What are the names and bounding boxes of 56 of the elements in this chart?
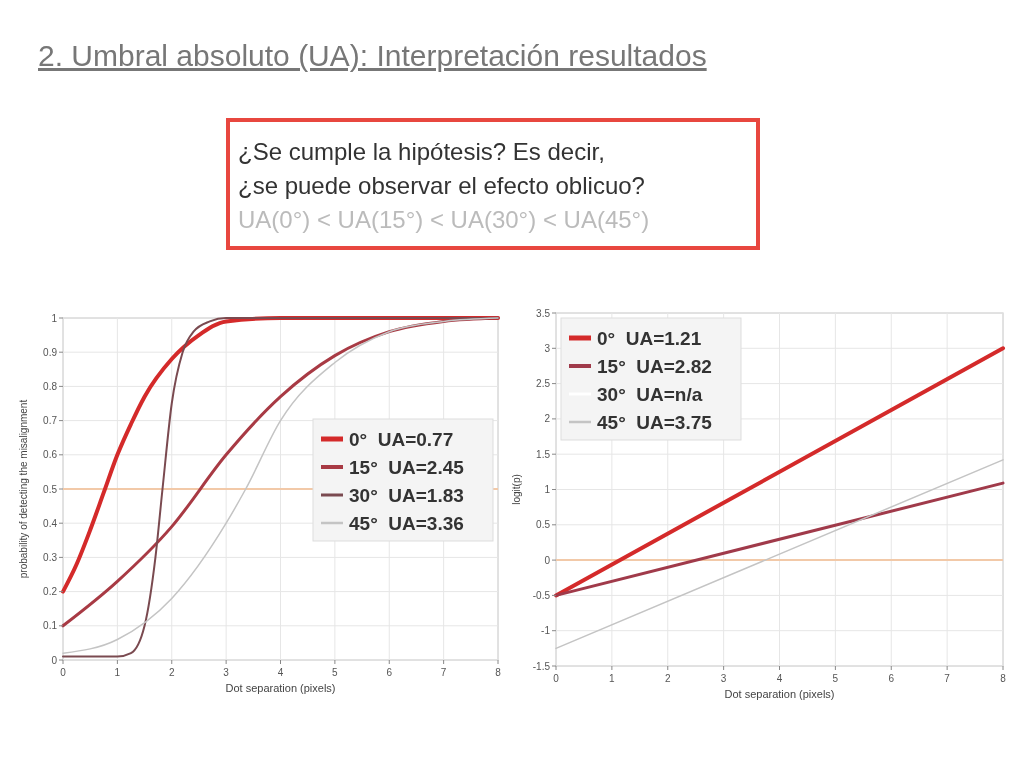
y-tick-label: 3 — [544, 342, 551, 354]
legend-label: 0° UA=1.21 — [597, 328, 702, 349]
y-tick-label: 0.3 — [43, 551, 58, 563]
y-tick-label: 1 — [51, 312, 58, 324]
y-tick-label: 2.5 — [536, 378, 551, 390]
x-tick-label: 8 — [1000, 673, 1007, 684]
y-axis-title: probability of detecting the misalignment — [18, 399, 29, 579]
x-tick-label: 6 — [888, 673, 895, 684]
y-tick-label: 0.1 — [43, 620, 58, 632]
x-tick-label: 3 — [720, 673, 727, 684]
x-tick-label: 0 — [60, 667, 67, 678]
legend-label: 30° UA=n/a — [597, 384, 703, 405]
x-tick-label: 0 — [553, 673, 560, 684]
x-tick-label: 1 — [609, 673, 616, 684]
x-tick-label: 6 — [386, 667, 393, 678]
chart-title: 2. Umbral absoluto (UA): Interpretación resultados — [38, 39, 707, 72]
text: UA(0°) < UA(15°) < UA(30°) < UA(45°) — [238, 206, 650, 233]
y-tick-label: 0 — [544, 554, 551, 566]
y-tick-label: 0.4 — [43, 517, 58, 529]
x-tick-label: 7 — [944, 673, 951, 684]
x-tick-label: 3 — [223, 667, 230, 678]
y-tick-label: -1 — [541, 625, 551, 637]
x-tick-label: 4 — [277, 667, 284, 678]
y-tick-label: 2 — [544, 413, 551, 425]
y-axis-title: logit(p) — [511, 474, 522, 505]
x-tick-label: 4 — [776, 673, 783, 684]
y-tick-label: 0 — [51, 654, 58, 666]
y-tick-label: 0.5 — [536, 519, 551, 531]
x-axis-title: Dot separation (pixels) — [225, 682, 336, 694]
y-tick-label: 0.9 — [43, 346, 58, 358]
x-axis-title: Dot separation (pixels) — [724, 688, 835, 700]
text: ¿Se cumple la hipótesis? Es decir, — [238, 138, 605, 165]
x-tick-label: 2 — [168, 667, 175, 678]
y-tick-label: 3.5 — [536, 307, 551, 319]
x-tick-label: 8 — [495, 667, 502, 678]
legend-label: 45° UA=3.36 — [349, 513, 464, 534]
y-tick-label: 1 — [544, 484, 551, 495]
y-tick-label: -1.5 — [532, 660, 551, 672]
x-tick-label: 2 — [664, 673, 671, 684]
x-tick-label: 5 — [832, 673, 839, 684]
y-tick-label: 0.5 — [43, 483, 58, 495]
legend-label: 0° UA=0.77 — [349, 429, 454, 450]
y-tick-label: 0.7 — [43, 415, 58, 427]
legend-label: 30° UA=1.83 — [349, 485, 464, 506]
y-tick-label: 0.2 — [43, 586, 58, 598]
y-tick-label: -0.5 — [532, 589, 551, 601]
legend-label: 15° UA=2.45 — [349, 457, 465, 478]
x-tick-label: 1 — [114, 667, 121, 678]
y-tick-label: 0.6 — [43, 449, 58, 461]
legend-label: 15° UA=2.82 — [597, 356, 712, 377]
x-tick-label: 5 — [332, 667, 339, 678]
legend-label: 45° UA=3.75 — [597, 412, 713, 433]
x-tick-label: 7 — [440, 667, 447, 678]
y-tick-label: 0.8 — [43, 380, 58, 392]
y-tick-label: 1.5 — [536, 448, 551, 460]
text: ¿se puede observar el efecto oblicuo? — [238, 172, 645, 199]
